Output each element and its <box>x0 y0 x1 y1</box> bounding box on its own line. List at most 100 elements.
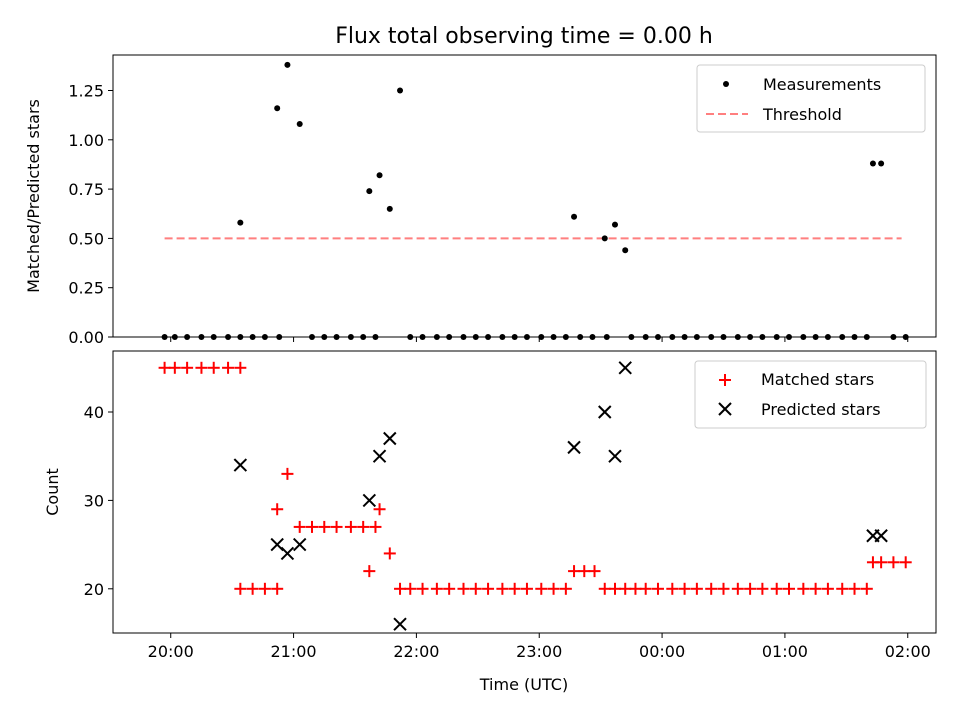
measurement-point <box>376 172 383 179</box>
matched-star-point <box>797 582 810 595</box>
matched-star-point <box>535 582 548 595</box>
matched-star-point <box>222 361 235 374</box>
matched-star-point <box>363 565 376 578</box>
matched-star-point <box>860 582 873 595</box>
top-legend: Measurements Threshold <box>696 64 926 133</box>
x-tick-label: 20:00 <box>148 642 194 661</box>
matched-star-point <box>258 582 271 595</box>
matched-star-point <box>639 582 652 595</box>
matched-star-point <box>305 520 318 533</box>
matched-star-point <box>899 556 912 569</box>
predicted-star-point <box>618 361 632 375</box>
measurement-point <box>274 105 281 112</box>
top-y-tick-label: 1.00 <box>68 131 104 150</box>
measurement-point <box>284 61 291 68</box>
legend-marker-predicted-stars <box>718 402 732 416</box>
matched-star-point <box>330 520 343 533</box>
x-tick-label: 22:00 <box>393 642 439 661</box>
top-panel: 0.00 0.25 0.50 0.75 1.00 1.25 Matched/Predict… <box>24 54 937 347</box>
measurement-point <box>869 160 876 167</box>
bottom-axes-frame <box>112 350 937 634</box>
matched-star-point <box>234 361 247 374</box>
bottom-y-tick-label: 20 <box>84 580 104 599</box>
legend-marker-matched-stars <box>719 374 731 386</box>
top-yticks: 0.00 0.25 0.50 0.75 1.00 1.25 <box>68 81 113 347</box>
measurement-point <box>571 213 578 220</box>
matched-star-point <box>875 556 888 569</box>
matched-star-point <box>158 361 171 374</box>
matched-star-point <box>457 582 470 595</box>
matched-star-point <box>496 582 509 595</box>
matched-star-point <box>770 582 783 595</box>
predicted-star-point <box>567 440 581 455</box>
matched-star-point <box>690 582 703 595</box>
matched-star-point <box>469 582 482 595</box>
predicted-star-point <box>233 458 248 472</box>
top-y-axis-label: Matched/Predicted stars <box>24 99 43 293</box>
matched-star-point <box>756 582 769 595</box>
top-y-tick-label: 0.25 <box>68 279 104 298</box>
bottom-legend-box <box>694 360 927 429</box>
predicted-star-point <box>293 537 307 552</box>
predicted-star-point <box>598 405 612 419</box>
matched-star-point <box>373 503 386 516</box>
measurement-point <box>366 188 373 195</box>
predicted-star-point <box>372 449 387 463</box>
matched-star-point <box>598 582 611 595</box>
legend-label-predicted-stars: Predicted stars <box>761 400 881 419</box>
matched-star-point <box>619 582 632 595</box>
legend-label-measurements: Measurements <box>763 75 881 94</box>
matched-star-point <box>246 582 259 595</box>
matched-star-point <box>430 582 443 595</box>
legend-label-matched-stars: Matched stars <box>761 370 874 389</box>
bottom-y-tick-label: 40 <box>84 403 104 422</box>
measurement-point <box>622 247 629 254</box>
matched-star-point <box>443 582 456 595</box>
predicted-star-point <box>608 449 622 463</box>
measurement-point <box>878 160 885 167</box>
bottom-y-axis-label: Count <box>43 468 62 516</box>
matched-star-point <box>809 582 822 595</box>
top-y-tick-label: 0.75 <box>68 180 104 199</box>
matched-star-point <box>559 582 572 595</box>
measurement-point <box>601 235 608 242</box>
predicted-star-point <box>393 617 407 631</box>
bottom-marks <box>158 361 912 631</box>
matched-star-point <box>383 547 396 560</box>
measurement-point <box>296 121 303 128</box>
matched-star-point <box>783 582 796 595</box>
measurement-point <box>397 87 404 94</box>
matched-star-point <box>821 582 834 595</box>
chart-title: Flux total observing time = 0.00 h <box>335 24 713 49</box>
top-y-tick-label: 0.00 <box>68 328 104 347</box>
matched-star-point <box>520 582 533 595</box>
bottom-panel: 20:00 21:00 22:00 23:00 00:00 01:00 02:00 20 30… <box>43 350 937 694</box>
x-tick-label: 23:00 <box>516 642 562 661</box>
bottom-y-tick-label: 30 <box>84 491 104 510</box>
matched-star-point <box>482 582 495 595</box>
matched-star-point <box>281 467 294 480</box>
matched-star-point <box>207 361 220 374</box>
matched-star-point <box>744 582 757 595</box>
matched-star-point <box>181 361 194 374</box>
measurement-point <box>237 219 244 226</box>
matched-star-point <box>705 582 718 595</box>
matched-star-point <box>717 582 730 595</box>
matched-star-point <box>168 361 181 374</box>
matched-star-point <box>508 582 521 595</box>
top-y-tick-label: 0.50 <box>68 229 104 248</box>
predicted-star-point <box>362 493 377 508</box>
matched-star-point <box>568 565 581 578</box>
matched-star-point <box>271 503 284 516</box>
matched-star-point <box>369 520 382 533</box>
top-marks <box>161 61 909 340</box>
x-axis-label: Time (UTC) <box>479 675 568 694</box>
top-xticks <box>170 337 909 342</box>
matched-star-point <box>394 582 407 595</box>
bottom-legend: Matched stars Predicted stars <box>694 360 927 429</box>
matched-star-point <box>666 582 679 595</box>
matched-star-point <box>651 582 664 595</box>
matched-star-point <box>271 582 284 595</box>
top-y-tick-label: 1.25 <box>68 81 104 100</box>
